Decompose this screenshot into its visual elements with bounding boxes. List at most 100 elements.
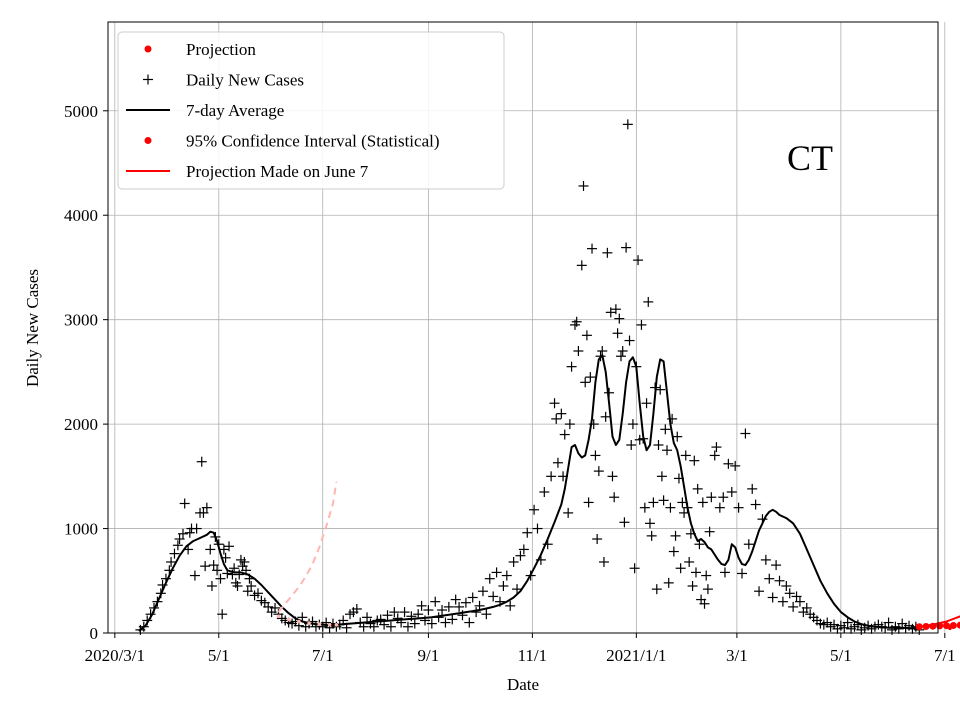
daily-case-point-17 [184, 527, 195, 538]
daily-case-point-247 [774, 575, 785, 586]
daily-case-point-134 [535, 554, 546, 565]
daily-case-point-124 [501, 570, 512, 581]
daily-case-point-245 [767, 592, 778, 603]
y-tick-label-1: 1000 [64, 520, 98, 539]
daily-case-point-155 [585, 372, 596, 383]
daily-case-point-135 [539, 487, 550, 497]
daily-case-point-221 [697, 497, 708, 508]
daily-case-point-13 [174, 534, 185, 544]
daily-case-point-20 [191, 523, 202, 534]
daily-case-point-161 [595, 351, 606, 362]
daily-case-point-224 [702, 584, 713, 595]
daily-case-point-223 [701, 570, 712, 581]
series-line-7-day-average [138, 354, 920, 632]
legend-label: 7-day Average [186, 101, 284, 120]
point-past-projection-lower-3 [307, 621, 311, 625]
daily-case-point-176 [621, 242, 632, 253]
daily-case-point-126 [508, 556, 519, 567]
daily-case-point-228 [711, 442, 722, 453]
daily-case-point-282 [893, 623, 904, 634]
daily-case-point-132 [529, 504, 540, 515]
daily-case-point-152 [580, 377, 591, 388]
daily-case-point-118 [481, 609, 492, 620]
daily-case-point-169 [609, 492, 620, 503]
y-tick-label-3: 3000 [64, 311, 98, 330]
daily-case-point-243 [760, 554, 771, 565]
daily-case-point-96 [406, 611, 417, 622]
daily-case-point-164 [600, 411, 611, 422]
series-past-projection [277, 481, 338, 613]
daily-case-point-217 [690, 567, 701, 578]
daily-case-point-9 [164, 565, 175, 576]
daily-case-point-236 [737, 568, 748, 579]
daily-case-point-119 [484, 573, 495, 584]
daily-case-point-76 [338, 615, 349, 626]
daily-case-point-189 [643, 296, 654, 307]
daily-case-point-145 [564, 419, 575, 430]
daily-case-point-270 [852, 619, 863, 630]
plot-series [135, 119, 960, 635]
daily-case-point-136 [542, 539, 553, 550]
daily-case-point-205 [670, 530, 681, 541]
daily-case-point-5 [152, 596, 163, 607]
point-past-projection-lower-6 [334, 623, 339, 627]
point-95-confidence-interval-statistical-6 [956, 621, 960, 629]
legend-item-daily-new-cases: Daily New Cases [143, 71, 304, 90]
point-95-confidence-interval-lower-1 [931, 625, 935, 630]
daily-case-point-3 [145, 609, 156, 620]
daily-case-point-100 [420, 615, 431, 626]
daily-case-point-173 [615, 351, 626, 362]
daily-case-point-10 [166, 556, 177, 567]
daily-case-point-25 [201, 502, 212, 513]
legend-box [117, 31, 505, 190]
x-axis-label: Date [507, 675, 539, 694]
x-tick-label-8: 7/1 [934, 646, 956, 665]
daily-case-point-99 [416, 600, 427, 611]
daily-case-point-88 [379, 619, 390, 630]
legend-label: Daily New Cases [186, 71, 304, 90]
daily-case-point-146 [566, 361, 577, 372]
daily-case-point-51 [252, 588, 263, 599]
daily-case-point-194 [651, 584, 662, 595]
daily-case-point-233 [726, 487, 737, 497]
daily-case-point-165 [602, 247, 613, 258]
daily-case-point-162 [597, 346, 608, 356]
point-95-confidence-interval-statistical-3 [936, 622, 944, 630]
daily-case-point-267 [842, 617, 853, 628]
daily-case-point-244 [764, 573, 775, 584]
daily-case-point-250 [784, 588, 795, 599]
point-past-projection-lower-1 [286, 617, 291, 622]
daily-case-point-82 [358, 621, 369, 632]
daily-case-point-174 [617, 346, 628, 356]
daily-case-point-46 [241, 565, 252, 576]
series-7-day-average [138, 354, 920, 632]
daily-case-point-16 [183, 544, 194, 555]
legend-label: Projection Made on June 7 [186, 162, 369, 181]
daily-case-point-172 [614, 313, 625, 324]
daily-case-point-139 [551, 413, 562, 424]
daily-case-point-19 [189, 570, 200, 581]
daily-case-point-56 [270, 602, 281, 613]
x-tick-label-3: 9/1 [418, 646, 440, 665]
daily-case-point-90 [385, 621, 396, 632]
daily-case-point-160 [593, 466, 604, 477]
daily-case-point-213 [684, 556, 695, 567]
daily-case-point-103 [430, 596, 441, 607]
daily-case-point-121 [491, 567, 502, 578]
x-tick-label-1: 5/1 [208, 646, 230, 665]
daily-case-point-239 [747, 483, 758, 494]
daily-case-point-39 [229, 563, 240, 574]
legend: Projection Daily New Cases 7-day Average 95… [117, 31, 505, 190]
daily-case-point-199 [660, 424, 671, 435]
daily-case-point-187 [639, 502, 650, 513]
x-tick-label-5: 2021/1/1 [606, 646, 666, 665]
daily-case-point-235 [733, 502, 744, 513]
daily-case-point-131 [525, 570, 536, 581]
daily-case-point-71 [321, 617, 332, 628]
x-tick-label-7: 5/1 [830, 646, 852, 665]
daily-case-point-133 [532, 523, 543, 534]
plot-frame [107, 21, 939, 634]
daily-case-point-278 [880, 622, 891, 633]
point-past-projection-lower-4 [317, 622, 322, 626]
daily-case-point-113 [464, 617, 475, 628]
